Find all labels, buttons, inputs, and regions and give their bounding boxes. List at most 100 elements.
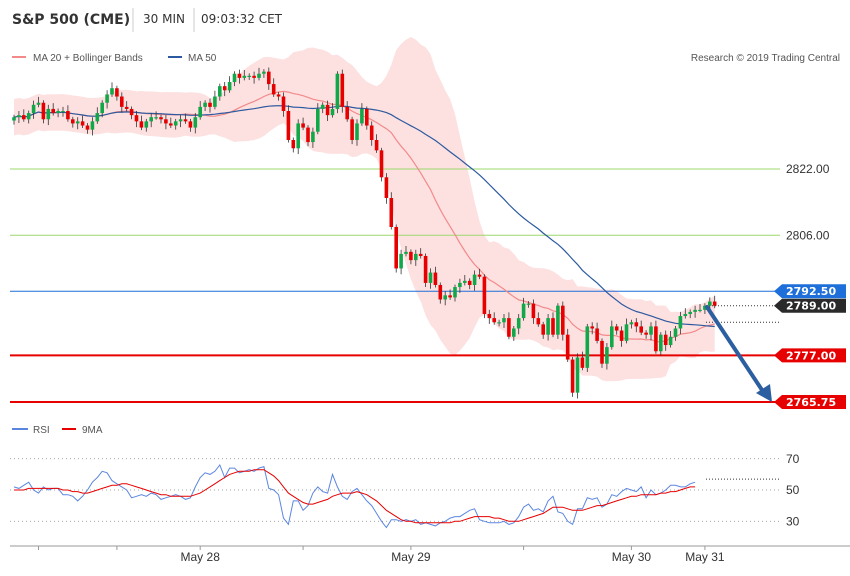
candle	[693, 305, 697, 318]
candle	[565, 328, 570, 363]
candle	[46, 104, 51, 126]
candle	[222, 82, 227, 97]
candle	[551, 312, 555, 338]
candle	[673, 325, 678, 341]
candle	[404, 246, 408, 257]
candle	[428, 268, 433, 289]
candle	[649, 322, 653, 341]
candle	[252, 71, 256, 84]
price-tick-2822.00: 2822.00	[786, 162, 830, 176]
candle	[399, 249, 403, 275]
candle	[105, 90, 109, 109]
candle	[208, 98, 212, 113]
candle	[512, 325, 516, 341]
candle	[262, 69, 266, 78]
candle	[350, 116, 354, 145]
candle	[129, 106, 134, 120]
candle	[492, 312, 496, 325]
rsi-tick-30: 30	[786, 514, 800, 528]
candle	[134, 111, 139, 128]
candle	[311, 127, 315, 148]
candle	[634, 318, 639, 333]
candle	[154, 111, 158, 120]
candle	[703, 303, 707, 314]
candle	[595, 322, 599, 344]
candles	[12, 67, 717, 399]
x-tick-label: May 31	[685, 550, 725, 564]
candle	[124, 101, 129, 112]
legend-rsi: RSI	[33, 425, 50, 436]
x-tick-label: May 29	[391, 550, 431, 564]
candle	[291, 137, 296, 153]
candle	[257, 67, 261, 81]
price-tick-2806.00: 2806.00	[786, 228, 830, 242]
candle	[355, 119, 359, 146]
candle	[433, 266, 438, 288]
candle	[144, 118, 149, 132]
candle	[365, 106, 369, 130]
rsi-tick-70: 70	[786, 452, 800, 466]
rsi-9ma-line	[14, 469, 696, 524]
candle	[590, 322, 594, 335]
candle	[570, 357, 575, 397]
candle	[688, 309, 692, 319]
candle	[198, 101, 202, 120]
svg-text:2765.75: 2765.75	[786, 396, 836, 409]
candle	[115, 85, 119, 101]
candle	[120, 92, 124, 113]
candle	[51, 103, 55, 116]
candle	[276, 91, 281, 101]
candle	[507, 312, 511, 340]
candle	[477, 268, 482, 280]
legend-ma20: MA 20 + Bollinger Bands	[33, 53, 143, 64]
legend-ma50: MA 50	[188, 53, 217, 64]
candle	[316, 103, 320, 135]
candle	[178, 115, 183, 128]
candle	[654, 320, 658, 354]
candle	[22, 109, 26, 122]
candle	[443, 291, 447, 306]
price-label-2789.00: 2789.00	[774, 298, 846, 313]
candle	[237, 69, 242, 84]
candle	[345, 101, 349, 122]
bollinger-bands	[14, 37, 715, 382]
candle	[306, 125, 310, 147]
candle	[580, 351, 585, 371]
candle	[414, 249, 418, 266]
candle	[159, 114, 163, 124]
candle	[678, 311, 683, 335]
candle	[325, 100, 330, 121]
candle	[585, 323, 590, 372]
candle	[335, 71, 340, 114]
bollinger-band-area	[14, 37, 715, 382]
price-label-2792.50: 2792.50	[774, 284, 846, 299]
x-tick-label: May 30	[612, 550, 652, 564]
time-label: 09:03:32 CET	[201, 12, 283, 26]
timeframe-label: 30 MIN	[143, 12, 185, 26]
candle	[149, 113, 153, 128]
candle	[90, 117, 95, 136]
rsi-line	[13, 463, 696, 529]
candle	[438, 282, 443, 304]
candle	[418, 248, 423, 259]
candle	[296, 119, 300, 155]
rsi-lines	[13, 463, 696, 529]
candle	[85, 123, 90, 134]
candle	[203, 100, 207, 112]
candle	[698, 304, 702, 313]
candle	[139, 115, 144, 131]
candle	[531, 299, 536, 324]
candle	[164, 115, 168, 130]
candle	[614, 323, 619, 335]
candle	[541, 321, 545, 339]
candle	[41, 100, 46, 124]
candle	[683, 308, 688, 319]
candle	[66, 105, 70, 122]
candle	[423, 253, 428, 288]
candle	[546, 313, 550, 341]
candle	[95, 107, 100, 124]
candle	[12, 114, 16, 125]
svg-text:2792.50: 2792.50	[786, 285, 836, 298]
candle	[242, 70, 247, 81]
